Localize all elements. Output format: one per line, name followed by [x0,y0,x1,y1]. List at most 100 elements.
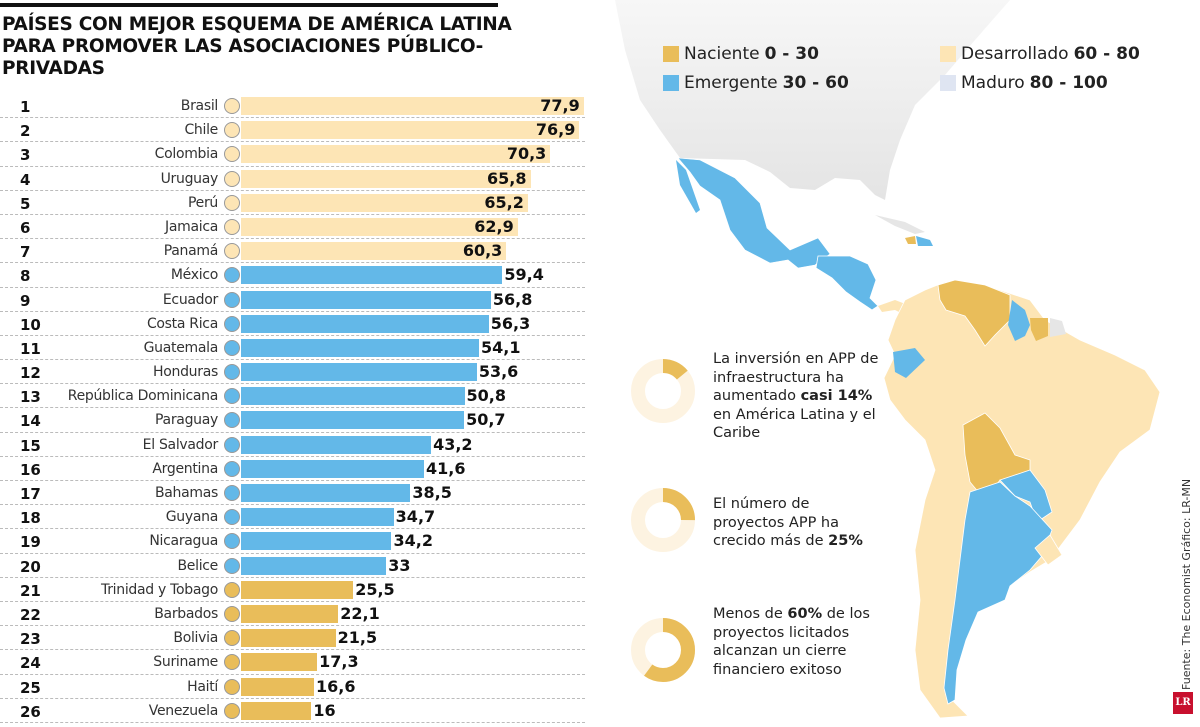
country-name: México [170,267,218,284]
map-venezuela [937,279,1011,347]
bar [241,242,507,261]
flag-icon [224,557,240,574]
legend-label: Desarrollado [961,44,1069,64]
flag-icon [224,364,240,381]
value-label: 70,3 [506,144,547,164]
map-ecuador [893,348,925,378]
map-north-america [615,0,1010,200]
map-french-guiana [1050,318,1066,337]
bar [241,459,425,478]
legend-label: Naciente [684,44,760,64]
value-label: 17,3 [319,652,359,672]
bar-row: 7 Panamá 60,3 [0,239,585,264]
country-name: Bahamas [154,485,218,501]
bar-row: 19 Nicaragua 34,2 [0,529,585,554]
value-label: 22,1 [340,603,380,623]
flag-icon [224,315,240,332]
value-label: 54,1 [481,337,521,357]
map-central-america [815,255,879,311]
value-label: 16,6 [316,676,356,696]
bar-row: 13 República Dominicana 50,8 [0,384,585,409]
map-guyana [1008,300,1030,341]
stat-part: Menos de [713,606,788,622]
rank: 22 [20,605,41,624]
country-name: Costa Rica [146,315,218,332]
map-haiti [905,236,916,244]
rank: 11 [20,339,41,358]
value-label: 25,5 [355,579,395,599]
rank: 19 [20,533,41,552]
flag-icon [224,702,240,719]
legend-label: Emergente [684,73,778,93]
rank: 7 [20,243,31,262]
flag-icon [224,533,240,550]
stat-text: El número de proyectos APP ha crecido má… [713,495,883,551]
bar [241,169,531,188]
flag-icon [224,485,240,501]
country-name: Bolivia [173,630,218,647]
value-label: 33 [388,555,411,575]
flag-icon [224,170,240,187]
bar [241,314,489,333]
value-label: 34,2 [393,531,433,551]
bar-row: 6 Jamaica 62,9 [0,215,585,240]
country-name: Ecuador [162,291,218,308]
country-name: Colombia [154,146,219,163]
flag-icon [224,243,240,260]
bar-row: 9 Ecuador 56,8 [0,288,585,312]
country-name: Argentina [152,460,218,477]
country-name: República Dominicana [67,388,219,405]
map-paraguay [999,469,1053,523]
stat-text: Menos de 60% de los proyectos licitados … [713,605,883,679]
value-label: 34,7 [395,507,436,527]
donut-fill [631,618,695,682]
legend-swatch [663,46,679,62]
bar [241,532,392,551]
bar [241,629,336,648]
bar [241,193,528,212]
flag-icon [224,460,240,477]
rank: 5 [20,194,31,213]
flag-icon [224,98,240,114]
legend-item: Maduro 80 - 100 [940,73,1108,93]
value-label: 16 [313,700,336,720]
value-label: 76,9 [535,120,576,140]
bar-row: 3 Colombia 70,3 [0,142,585,167]
rank: 12 [20,364,41,383]
bar [241,508,394,527]
bar-row: 1 Brasil 77,9 [0,94,585,119]
rank: 14 [20,412,41,431]
rank: 1 [20,98,31,116]
value-label: 65,8 [487,168,527,188]
stat-part: de los proyectos licitados alcanzan un c… [713,606,870,678]
legend-swatch [940,75,956,91]
stat-part: La inversión en APP de infraestructura h… [713,351,879,404]
flag-icon [224,436,240,453]
chart-title: PAÍSES CON MEJOR ESQUEMA DE AMÉRICA LATI… [2,14,512,79]
flag-icon [224,122,240,139]
map-baja [676,160,700,213]
stat-highlight: casi 14% [800,388,873,404]
rank: 17 [20,485,41,503]
value-label: 77,9 [540,96,580,115]
bar [241,290,491,309]
bar [241,484,411,502]
country-name: Uruguay [160,170,219,187]
flag-icon [224,267,240,284]
rank: 15 [20,436,41,455]
country-name: Venezuela [148,702,219,719]
map-mexico [677,157,831,269]
value-label: 59,4 [504,265,544,285]
donut-fill [631,359,695,423]
country-name: Panamá [163,243,219,260]
bar-row: 25 Haití 16,6 [0,675,585,699]
flag-icon [224,339,240,356]
value-label: 60,3 [462,241,503,261]
flag-icon [224,581,240,598]
flag-icon [224,654,240,671]
value-label: 43,2 [433,434,473,454]
rank: 4 [20,170,31,189]
bar [241,677,315,696]
country-name: Chile [184,122,218,139]
